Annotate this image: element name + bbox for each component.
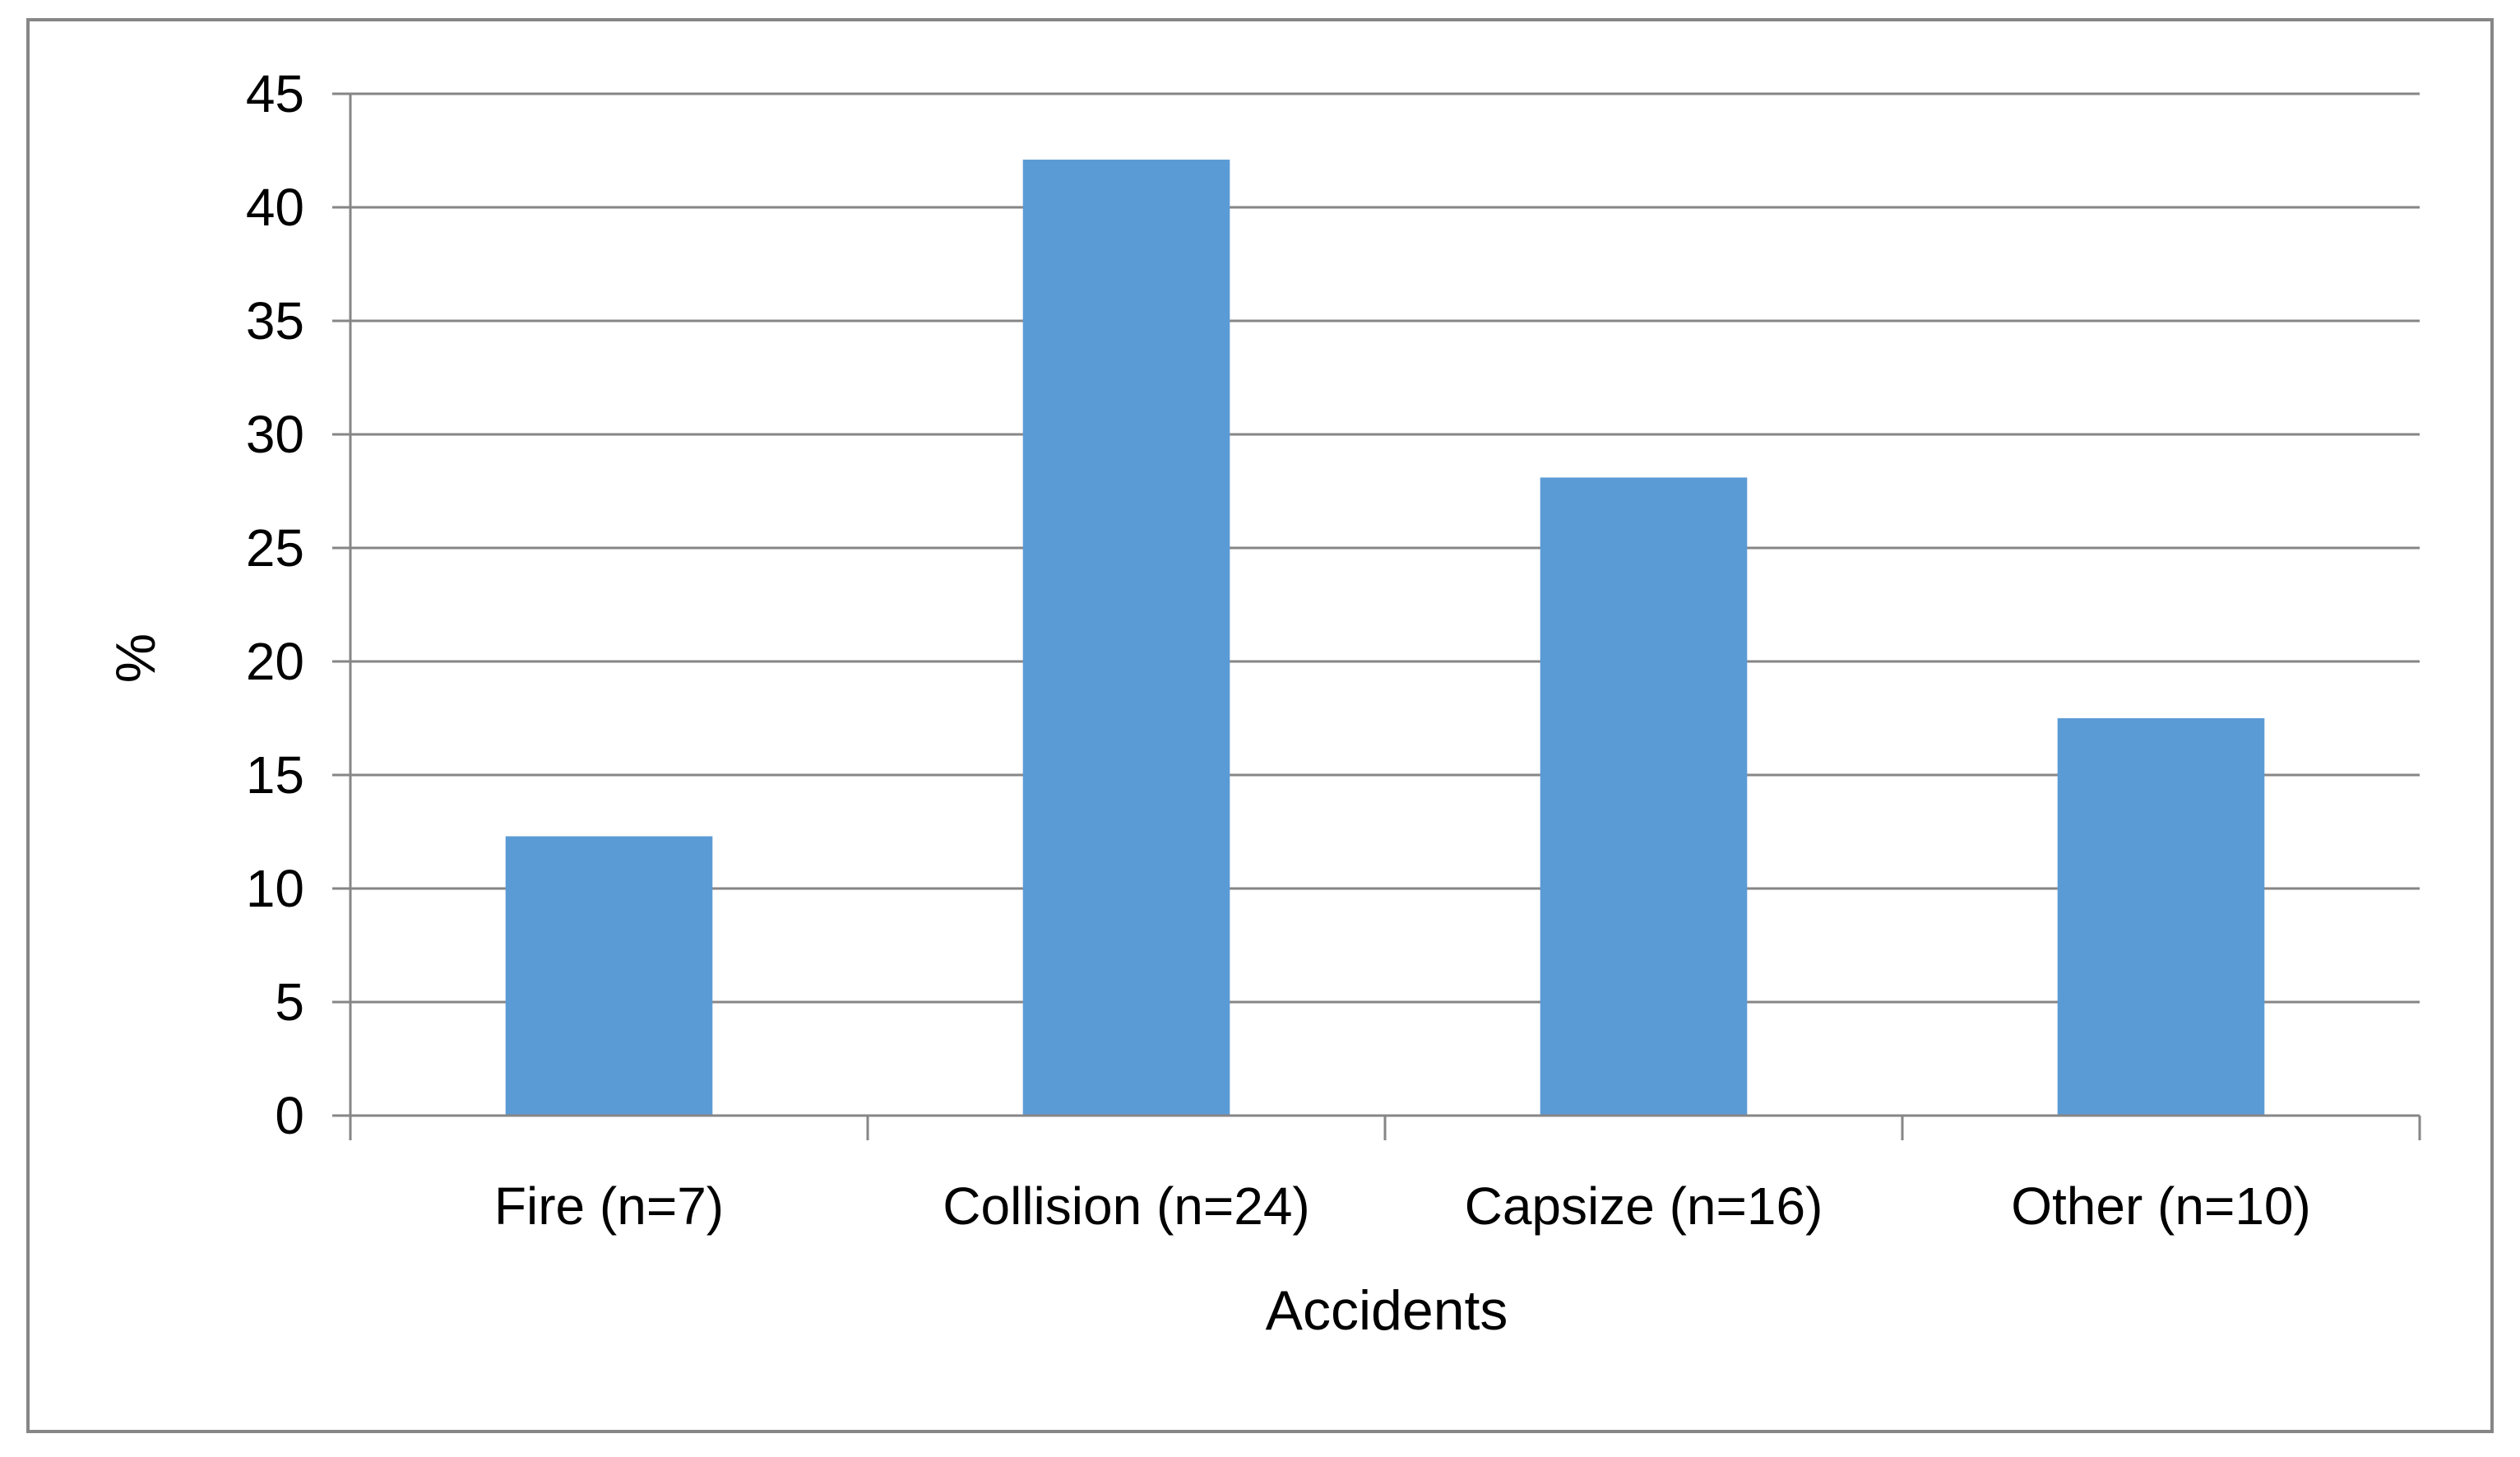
bar [505, 836, 713, 1116]
y-tick-label: 35 [246, 291, 304, 350]
bar [2057, 718, 2265, 1116]
x-category-label: Other (n=10) [2011, 1176, 2311, 1236]
y-tick-label: 30 [246, 405, 304, 464]
bar [1022, 160, 1230, 1116]
x-axis-title: Accidents [1266, 1279, 1508, 1342]
y-tick-label: 20 [246, 632, 304, 691]
bars [505, 160, 2265, 1116]
bar [1540, 477, 1748, 1116]
x-category-label: Fire (n=7) [494, 1176, 724, 1236]
y-tick-label: 5 [275, 972, 304, 1032]
y-tick-label: 0 [275, 1086, 304, 1145]
y-tick-label: 45 [246, 64, 304, 123]
y-tick-label: 10 [246, 859, 304, 918]
y-tick-labels: 0 5 10 15 20 25 30 35 40 45 [246, 64, 304, 1145]
y-axis-title: % [104, 633, 167, 683]
y-tick-label: 25 [246, 518, 304, 578]
x-category-label: Collision (n=24) [943, 1176, 1309, 1236]
x-category-label: Capsize (n=16) [1465, 1176, 1823, 1236]
y-tick-label: 40 [246, 178, 304, 237]
x-category-labels: Fire (n=7) Collision (n=24) Capsize (n=16)… [494, 1176, 2311, 1236]
axes [349, 94, 2421, 1140]
y-tick-label: 15 [246, 745, 304, 805]
